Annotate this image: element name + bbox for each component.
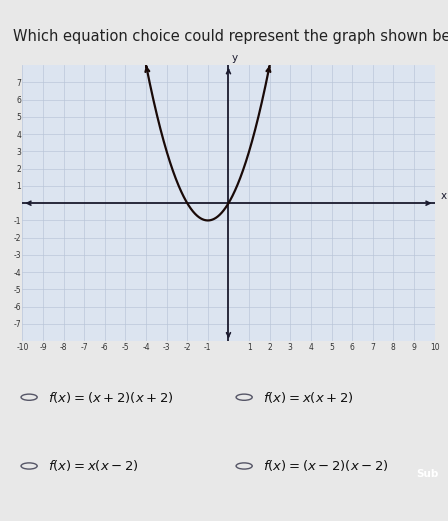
Text: $f(x) = (x - 2)(x - 2)$: $f(x) = (x - 2)(x - 2)$ bbox=[263, 458, 389, 474]
Text: $f(x) = x(x - 2)$: $f(x) = x(x - 2)$ bbox=[48, 458, 139, 474]
Text: $f(x) = (x + 2)(x + 2)$: $f(x) = (x + 2)(x + 2)$ bbox=[48, 390, 174, 405]
Text: Which equation choice could represent the graph shown below?: Which equation choice could represent th… bbox=[13, 29, 448, 44]
Text: y: y bbox=[232, 53, 238, 64]
Text: Sub: Sub bbox=[417, 469, 439, 479]
Text: x: x bbox=[441, 191, 447, 202]
Text: $f(x) = x(x + 2)$: $f(x) = x(x + 2)$ bbox=[263, 390, 354, 405]
